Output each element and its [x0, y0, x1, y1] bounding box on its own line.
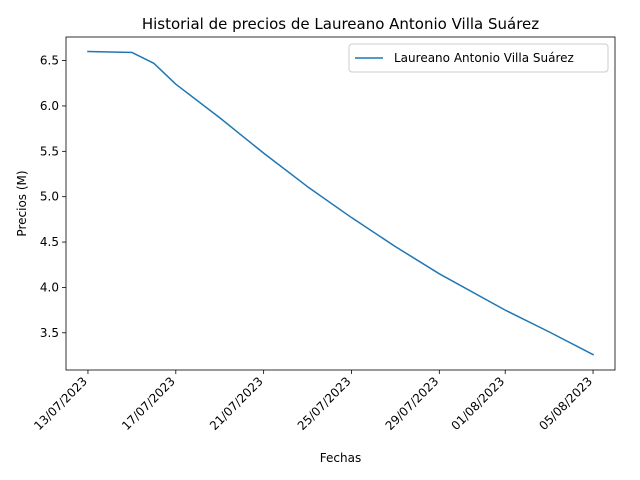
y-tick-label: 4.5 [40, 235, 59, 249]
y-tick-label: 4.0 [40, 280, 59, 294]
y-tick-label: 3.5 [40, 326, 59, 340]
y-tick-label: 6.0 [40, 99, 59, 113]
legend-box [348, 43, 609, 73]
legend: Laureano Antonio Villa Suárez [348, 43, 609, 73]
y-tick-label: 5.0 [40, 190, 59, 204]
y-axis: 3.5 4.0 4.5 5.0 5.5 6.0 6.5 [40, 54, 66, 340]
x-axis-label: Fechas [320, 451, 361, 465]
series-layer [87, 50, 595, 356]
series-line [87, 50, 595, 356]
axes-frame [65, 36, 616, 371]
legend-label: Laureano Antonio Villa Suárez [394, 51, 574, 65]
y-tick-label: 6.5 [40, 54, 59, 68]
y-tick-label: 5.5 [40, 144, 59, 158]
chart-title: Historial de precios de Laureano Antonio… [142, 15, 539, 33]
plot-area [65, 36, 616, 371]
y-axis-label: Precios (M) [15, 170, 29, 236]
